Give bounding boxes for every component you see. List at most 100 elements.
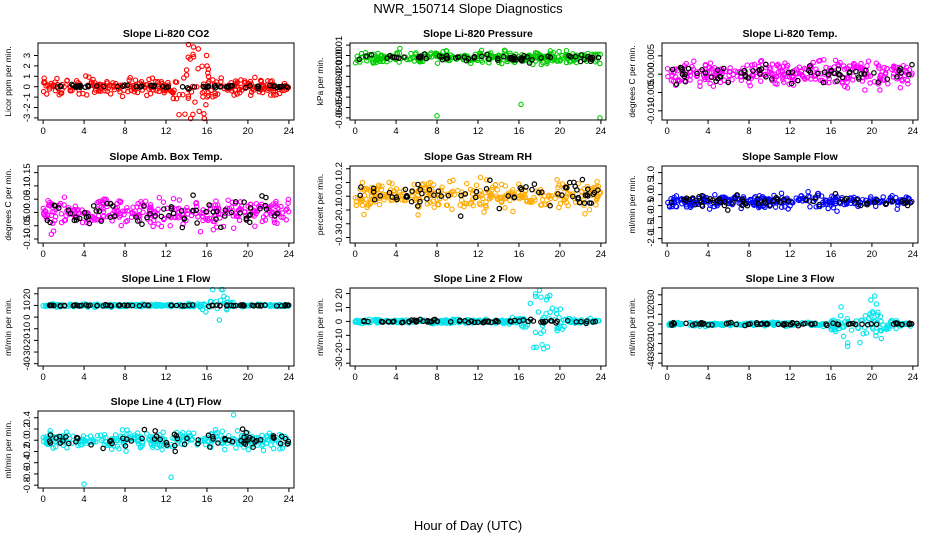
- data-point: [673, 203, 680, 210]
- data-point: [134, 204, 140, 210]
- data-point: [799, 71, 805, 78]
- y-tick-label: 20: [646, 299, 657, 310]
- data-point: [834, 208, 840, 214]
- y-tick-label: 0.0: [646, 188, 657, 201]
- data-point: [798, 68, 805, 75]
- reference-point: [768, 76, 775, 82]
- reference-point: [170, 210, 177, 217]
- reference-point: [214, 208, 220, 215]
- data-point: [110, 80, 116, 86]
- reference-point: [864, 201, 871, 208]
- data-point: [160, 429, 166, 435]
- reference-point: [571, 179, 577, 186]
- reference-point: [758, 66, 765, 72]
- data-point: [805, 188, 811, 195]
- reference-point: [785, 69, 792, 76]
- reference-point: [129, 302, 136, 309]
- reference-point: [121, 302, 128, 309]
- reference-point: [805, 67, 812, 74]
- reference-point: [424, 196, 430, 202]
- data-point: [393, 197, 399, 203]
- x-tick-label: 0: [40, 249, 45, 260]
- x-tick-label: 24: [596, 126, 607, 137]
- reference-point: [249, 302, 255, 309]
- data-point: [190, 51, 196, 58]
- data-point: [894, 206, 900, 212]
- data-point: [364, 202, 371, 208]
- x-axis-label: Hour of Day (UTC): [413, 518, 523, 533]
- data-point: [464, 180, 470, 187]
- reference-point: [186, 302, 192, 308]
- reference-point: [213, 216, 219, 222]
- data-point: [212, 90, 218, 97]
- reference-point: [589, 54, 596, 61]
- data-point: [451, 192, 457, 198]
- data-point: [757, 78, 764, 84]
- data-point: [908, 72, 915, 78]
- y-tick-label: -0.05: [22, 215, 33, 237]
- reference-point: [590, 319, 596, 325]
- reference-point: [73, 84, 80, 90]
- data-point: [553, 307, 559, 313]
- data-point: [864, 318, 870, 325]
- reference-point: [255, 85, 261, 92]
- reference-point: [573, 319, 580, 325]
- data-point: [450, 177, 456, 184]
- data-point: [873, 332, 879, 339]
- reference-point: [535, 189, 542, 196]
- y-tick-label: 0.10: [22, 177, 33, 196]
- data-point: [795, 197, 802, 204]
- reference-point: [67, 210, 74, 217]
- reference-point: [100, 83, 107, 90]
- reference-point: [193, 207, 200, 214]
- reference-point: [204, 84, 210, 91]
- data-point: [414, 53, 421, 60]
- x-tick-label: 4: [81, 372, 86, 383]
- reference-point: [744, 202, 751, 209]
- data-point: [156, 194, 163, 201]
- data-point: [551, 57, 558, 63]
- reference-point: [852, 199, 858, 205]
- y-axis-label: kPa per min.: [315, 58, 325, 106]
- data-point: [861, 324, 868, 331]
- x-tick-label: 16: [514, 249, 525, 260]
- panel-title: Slope Gas Stream RH: [424, 151, 532, 163]
- reference-point: [529, 56, 535, 63]
- data-point: [722, 195, 728, 202]
- data-point: [876, 65, 882, 71]
- data-point: [691, 58, 697, 65]
- reference-point: [96, 208, 103, 214]
- data-point: [271, 92, 277, 98]
- y-tick-label: -1.5: [646, 219, 657, 235]
- data-point: [360, 54, 366, 60]
- x-tick-label: 12: [785, 126, 796, 137]
- reference-point: [871, 199, 878, 205]
- data-point: [498, 181, 505, 188]
- data-point: [758, 57, 765, 64]
- data-point: [361, 211, 367, 218]
- x-tick-label: 20: [555, 126, 566, 137]
- data-point: [174, 213, 181, 220]
- point-group: [40, 192, 292, 238]
- data-point: [48, 231, 55, 238]
- reference-point: [157, 436, 164, 443]
- reference-point: [794, 320, 800, 327]
- data-point: [269, 78, 275, 84]
- data-point: [158, 303, 165, 309]
- data-point: [535, 309, 542, 315]
- data-point: [217, 297, 224, 304]
- data-point: [267, 301, 274, 308]
- data-point: [822, 199, 828, 205]
- point-group: [352, 45, 604, 121]
- data-point: [176, 111, 182, 118]
- reference-point: [371, 196, 378, 203]
- data-point: [236, 217, 243, 224]
- reference-point: [258, 302, 265, 309]
- y-tick-label: 3: [22, 53, 33, 58]
- data-point: [131, 432, 138, 438]
- x-tick-label: 4: [705, 249, 710, 260]
- data-point: [159, 81, 166, 87]
- data-point: [785, 206, 791, 212]
- data-point: [544, 59, 550, 65]
- data-point: [195, 65, 201, 72]
